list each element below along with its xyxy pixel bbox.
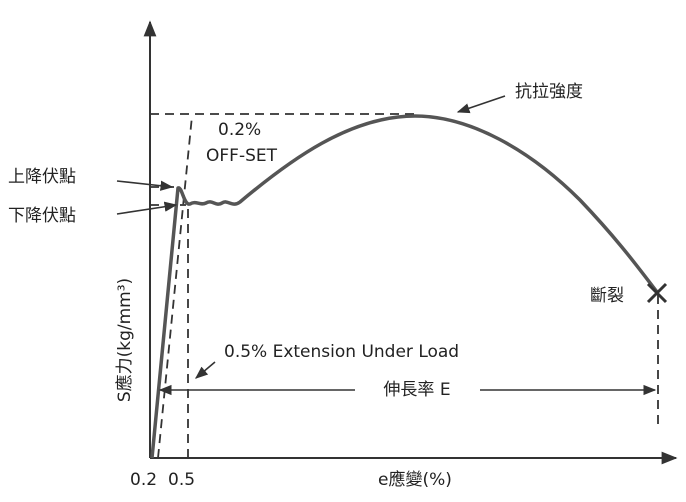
tick-label: 0.5: [168, 470, 195, 490]
stress-strain-curve: [150, 114, 659, 459]
fracture-mark: [646, 282, 668, 304]
pointer: [116, 201, 178, 215]
label: 伸長率 E: [383, 380, 450, 400]
pointer: [116, 180, 174, 191]
y-axis-label: S應力(kg/mm³): [114, 278, 135, 402]
label: 抗拉強度: [515, 82, 583, 102]
label: 0.5% Extension Under Load: [224, 342, 459, 362]
label: 0.2%: [218, 120, 261, 140]
label: 下降伏點: [8, 206, 76, 226]
label-bg: [355, 378, 480, 402]
tick-label: 0.2: [130, 470, 157, 490]
pointer: [195, 361, 216, 379]
label: OFF-SET: [206, 146, 278, 166]
pointer: [456, 95, 506, 114]
offset-line: [157, 115, 193, 459]
label: 斷裂: [590, 286, 624, 306]
x-axis-label: e應變(%): [378, 469, 452, 490]
label: 上降伏點: [8, 167, 76, 187]
